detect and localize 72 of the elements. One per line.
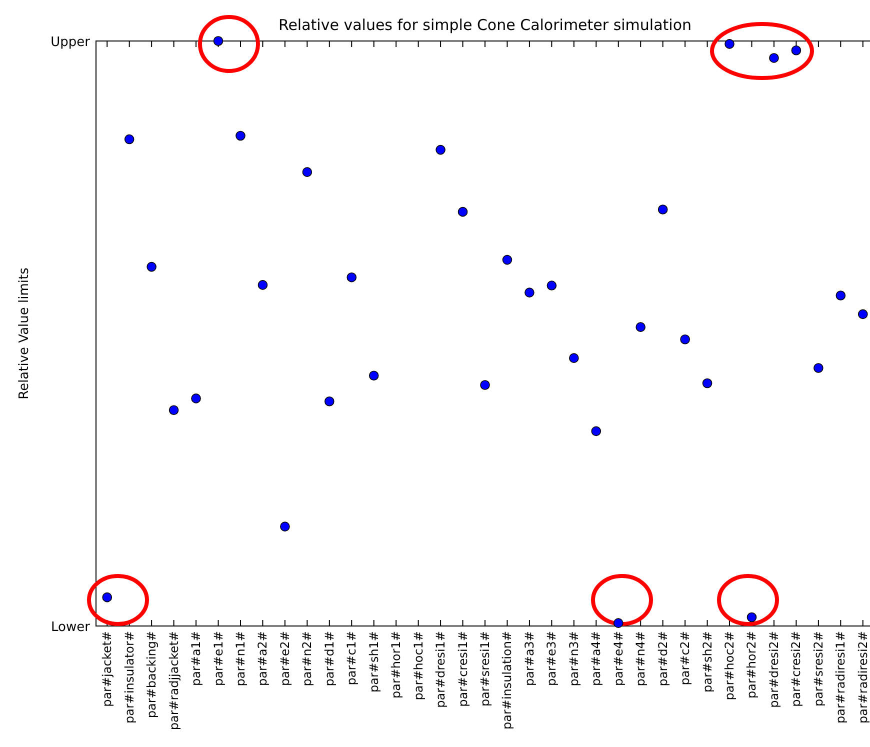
point	[546, 280, 557, 290]
x-tick-label: par#radiresi1#	[834, 631, 848, 724]
y-axis-title: Relative Value limits	[17, 267, 32, 400]
x-tick-label: par#a1#	[189, 631, 204, 686]
x-tick-label: par#dresi2#	[766, 631, 781, 708]
point	[458, 206, 468, 217]
point	[191, 394, 201, 404]
x-tick-label: par#insulator#	[122, 631, 136, 724]
point	[302, 167, 312, 177]
point	[168, 405, 179, 416]
x-tick-label: par#n3#	[566, 631, 581, 686]
x-tick-label: par#a4#	[589, 631, 604, 686]
point	[702, 378, 712, 388]
x-tick-label: par#c1#	[344, 631, 359, 686]
point	[502, 254, 512, 265]
point	[146, 262, 156, 272]
point	[368, 370, 379, 381]
x-tick-label: par#hoc1#	[411, 631, 426, 700]
x-tick-label: par#e1#	[211, 631, 226, 686]
point	[102, 592, 112, 602]
point	[524, 288, 534, 298]
x-tick-label: par#cresi2#	[789, 631, 804, 707]
point	[724, 39, 734, 49]
x-tick-label: par#sh2#	[700, 631, 714, 693]
point	[746, 612, 757, 622]
x-tick-label: par#a2#	[256, 631, 270, 686]
x-tick-label: par#hor2#	[744, 631, 759, 699]
point	[769, 53, 779, 63]
x-tick-label: par#hoc2#	[722, 631, 737, 700]
x-tick-label: par#d2#	[656, 631, 670, 686]
point	[613, 618, 624, 628]
x-tick-label: par#sresi2#	[811, 631, 826, 707]
x-tick-label: par#n1#	[233, 631, 248, 686]
x-tick-label: par#c2#	[678, 631, 692, 686]
x-tick-label: par#jacket#	[100, 631, 114, 707]
x-tick-label: par#radiresi2#	[856, 631, 870, 724]
text: Lower	[51, 620, 91, 635]
point	[814, 363, 824, 373]
x-tick-label: par#sresi1#	[478, 631, 492, 707]
point	[569, 353, 579, 363]
x-tick-label: par#n4#	[634, 631, 648, 686]
point	[280, 522, 290, 532]
text: Upper	[50, 35, 91, 50]
point	[258, 280, 268, 290]
x-tick-label: par#dresi1#	[434, 631, 448, 708]
x-tick-label: par#insulation#	[500, 631, 514, 730]
point	[858, 309, 868, 320]
x-tick-label: par#e2#	[278, 631, 292, 686]
point	[213, 36, 224, 46]
x-tick-label: par#radjjacket#	[166, 631, 181, 730]
point	[591, 426, 602, 436]
x-tick-label: par#hor1#	[389, 631, 404, 699]
point	[324, 396, 334, 406]
point	[658, 204, 668, 214]
point	[346, 272, 357, 282]
x-tick-label: par#sh1#	[366, 631, 381, 693]
chart-title: Relative values for simple Cone Calorimeter simulation	[278, 16, 692, 34]
point	[680, 334, 690, 344]
x-tick-label: par#e4#	[611, 631, 626, 686]
point	[480, 380, 490, 390]
x-tick-label: par#a3#	[522, 631, 536, 686]
point	[636, 322, 646, 332]
x-tick-label: par#d1#	[322, 631, 336, 686]
point	[836, 290, 846, 300]
x-tick-label: par#cresi1#	[456, 631, 470, 707]
point	[791, 45, 802, 56]
point	[124, 134, 134, 144]
x-tick-label: par#n2#	[300, 631, 314, 686]
point	[436, 144, 446, 155]
x-tick-label: par#e3#	[544, 631, 559, 686]
point	[236, 130, 246, 141]
x-tick-label: par#backing#	[144, 631, 159, 718]
